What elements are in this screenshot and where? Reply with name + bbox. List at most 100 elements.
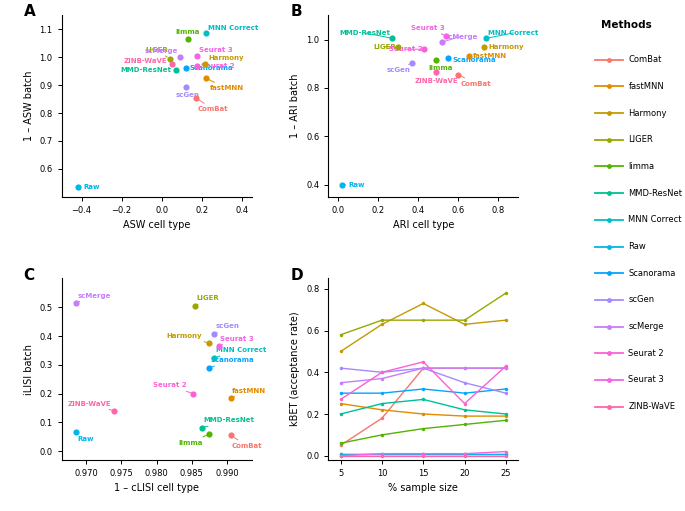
Point [225,431,236,439]
Point [464,52,475,60]
Text: B: B [290,5,302,19]
Text: ComBat: ComBat [628,55,662,64]
Text: Seurat 3: Seurat 3 [410,25,445,35]
Text: ZINB-WaVE: ZINB-WaVE [414,75,458,84]
X-axis label: % sample size: % sample size [388,483,458,494]
Text: scGen: scGen [386,64,410,74]
Text: limma: limma [428,60,453,71]
Text: limma: limma [175,29,200,39]
Text: Harmony: Harmony [484,44,524,50]
Text: Seurat 3: Seurat 3 [197,47,232,56]
Point [419,45,429,53]
Text: scGen: scGen [216,323,240,333]
Text: C: C [24,268,35,283]
Point [72,183,83,191]
Text: ZINB-WaVE: ZINB-WaVE [124,58,172,64]
Y-axis label: 1 – ARI batch: 1 – ARI batch [290,74,301,138]
Text: LIGER: LIGER [145,47,168,57]
Point [180,63,191,72]
Text: Raw: Raw [76,432,94,442]
Text: fastMNN: fastMNN [628,82,664,91]
Text: fastMNN: fastMNN [232,388,266,397]
Text: Scanorama: Scanorama [448,57,496,63]
Point [182,35,193,43]
Text: MNN Correct: MNN Correct [488,30,538,38]
Point [213,342,224,350]
Text: LIGER: LIGER [197,295,219,305]
Point [166,60,177,68]
Point [443,54,453,62]
Point [190,94,201,102]
Text: Methods: Methods [601,20,652,30]
Text: ComBat: ComBat [232,437,262,449]
Text: scMerge: scMerge [77,293,110,302]
Point [71,299,82,307]
X-axis label: ASW cell type: ASW cell type [123,220,190,230]
Point [209,354,220,362]
Point [441,32,452,40]
Text: limma: limma [628,162,655,171]
Point [180,82,191,90]
Text: D: D [290,268,303,283]
Text: scGen: scGen [628,295,655,305]
Text: ZINB-WaVE: ZINB-WaVE [67,401,112,410]
Point [174,53,185,61]
Text: fastMNN: fastMNN [208,79,244,91]
Text: MMD-ResNet: MMD-ResNet [204,417,255,427]
Point [191,61,202,69]
Point [71,428,82,436]
Text: Scanorama: Scanorama [211,357,254,367]
Point [170,66,181,74]
Text: fastMNN: fastMNN [469,54,508,59]
Text: Raw: Raw [345,182,365,188]
X-axis label: 1 – cLISI cell type: 1 – cLISI cell type [114,483,199,494]
Point [453,71,464,79]
Text: MMD-ResNet: MMD-ResNet [339,30,390,38]
Text: Raw: Raw [80,184,100,190]
Point [431,56,442,64]
Point [200,30,211,38]
Text: limma: limma [178,435,207,446]
Point [188,389,199,398]
Text: MNN Correct: MNN Correct [628,215,682,224]
Text: A: A [24,5,36,19]
Text: MMD-ResNet: MMD-ResNet [628,189,682,198]
Point [190,301,201,310]
Point [204,364,215,372]
Text: Harmony: Harmony [205,55,245,64]
Point [199,60,210,68]
Text: MNN Correct: MNN Correct [216,347,266,357]
Point [209,330,220,338]
Text: Seurat 2: Seurat 2 [197,62,234,68]
Text: MNN Correct: MNN Correct [206,25,258,34]
Point [191,52,202,60]
Point [387,34,398,42]
Text: scGen: scGen [176,89,199,98]
Text: Seurat 3: Seurat 3 [628,376,664,384]
Text: Scanorama: Scanorama [186,64,234,71]
Text: Seurat 2: Seurat 2 [388,46,422,52]
Text: Harmony: Harmony [166,333,207,342]
Text: Harmony: Harmony [628,109,667,118]
Text: ComBat: ComBat [460,76,491,87]
Point [200,74,211,82]
Text: MMD-ResNet: MMD-ResNet [121,67,175,73]
Text: scMerge: scMerge [628,322,664,331]
Text: ComBat: ComBat [198,99,228,112]
Text: Seurat 3: Seurat 3 [220,336,253,345]
Point [204,430,215,438]
Point [337,180,348,189]
Text: Raw: Raw [628,242,646,251]
Y-axis label: kBET (acceptance rate): kBET (acceptance rate) [290,312,301,427]
Point [479,43,490,51]
Point [204,339,215,347]
Point [407,58,418,66]
Point [437,38,448,46]
X-axis label: ARI cell type: ARI cell type [393,220,454,230]
Point [164,55,175,63]
Point [109,407,120,415]
Text: Scanorama: Scanorama [628,269,676,277]
Text: Seurat 2: Seurat 2 [628,349,664,358]
Point [225,394,236,402]
Y-axis label: 1 – ASW batch: 1 – ASW batch [24,71,34,142]
